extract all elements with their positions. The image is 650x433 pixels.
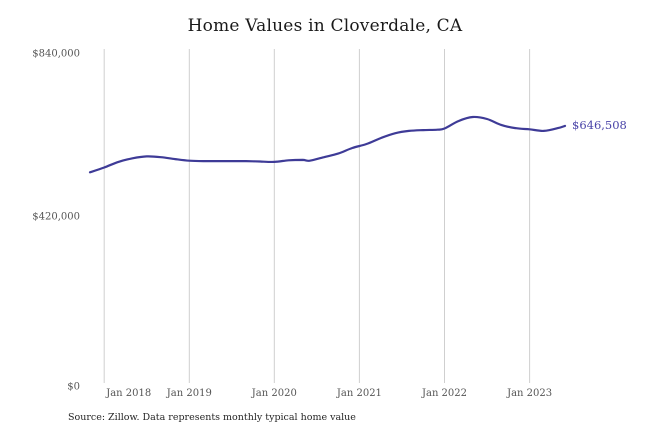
- x-axis-tick-label: Jan 2021: [336, 388, 382, 399]
- latest-value-label: $646,508: [572, 118, 627, 132]
- y-axis-tick-label: $0: [67, 382, 80, 393]
- x-axis-tick-label: Jan 2018: [105, 388, 151, 399]
- x-axis-tick-label: Jan 2020: [251, 388, 297, 399]
- y-axis-tick-label: $420,000: [32, 212, 80, 223]
- chart-title: Home Values in Cloverdale, CA: [187, 16, 463, 36]
- home-value-line: [88, 115, 567, 174]
- y-axis-tick-label: $840,000: [32, 49, 80, 60]
- x-axis-tick-label: Jan 2023: [506, 388, 552, 399]
- source-note: Source: Zillow. Data represents monthly …: [68, 412, 356, 423]
- x-axis-tick-label: Jan 2019: [166, 388, 212, 399]
- x-axis-tick-label: Jan 2022: [421, 388, 467, 399]
